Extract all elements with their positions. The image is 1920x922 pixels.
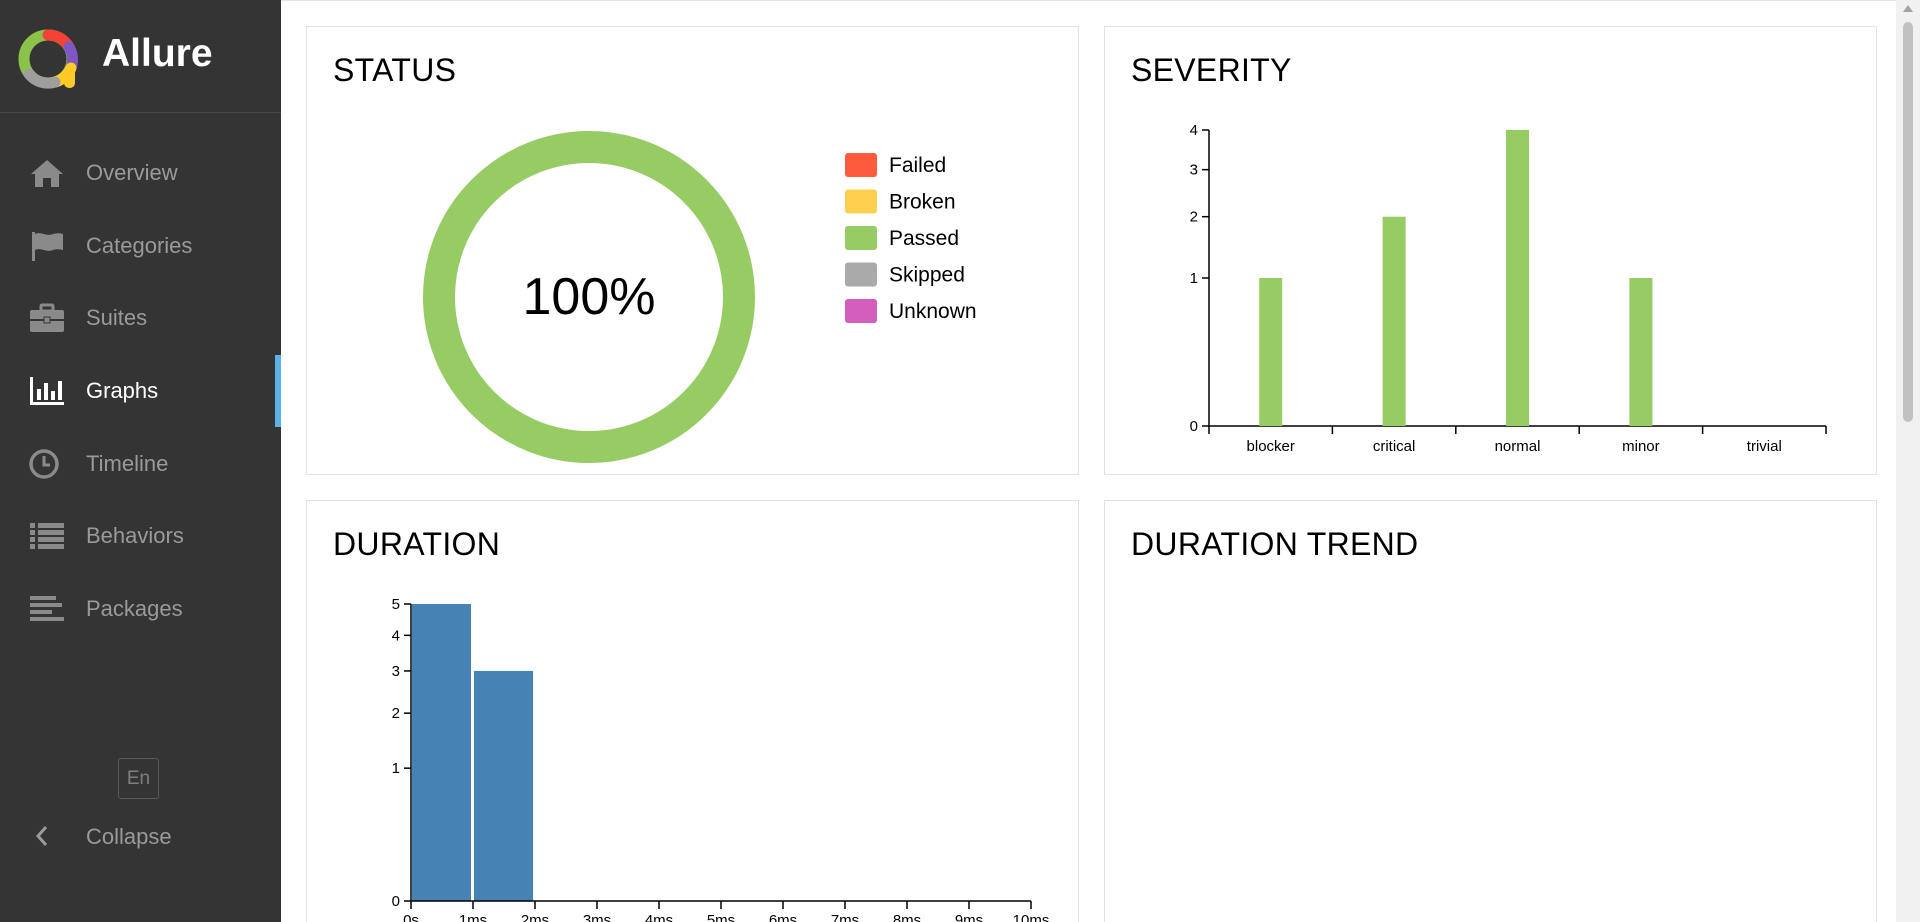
duration-y-tick-label: 5 (392, 596, 400, 613)
duration-bar-1ms (474, 670, 533, 901)
severity-y-tick-label: 0 (1190, 418, 1198, 435)
severity-x-tick-label: critical (1373, 438, 1416, 455)
severity-chart: 0 1 2 3 4 blocker critical normal minor trivial (1190, 122, 1827, 455)
sidebar-item-categories[interactable]: Categories (0, 210, 281, 283)
status-chart: 100% Failed Broken Passed Skipped Unknown (423, 131, 977, 463)
duration-y-tick-label: 1 (392, 760, 400, 777)
sidebar-item-timeline[interactable]: Timeline (0, 427, 281, 500)
flag-icon (32, 231, 63, 261)
status-title: STATUS (333, 52, 457, 88)
status-center-label: 100% (523, 268, 656, 326)
duration-bar-0s (412, 604, 471, 901)
duration-x-tick-label: 3ms (583, 912, 611, 922)
clock-icon (29, 448, 59, 479)
sidebar-item-label: Overview (86, 160, 178, 186)
sidebar-item-label: Suites (86, 305, 148, 331)
severity-x-tick-label: blocker (1247, 438, 1295, 455)
app-name: Allure (102, 32, 213, 75)
list-icon (30, 523, 64, 550)
legend-swatch (845, 226, 877, 250)
severity-bar-blocker (1259, 278, 1283, 426)
chevron-left-icon (35, 826, 48, 846)
severity-card: SEVERITY 0 1 2 3 4 blocker critical normal minor… (1104, 26, 1877, 475)
sidebar-item-label: Packages (86, 595, 183, 621)
scrollbar-thumb[interactable] (1903, 22, 1913, 422)
duration-x-tick-label: 8ms (893, 912, 921, 922)
severity-y-tick-label: 3 (1190, 162, 1198, 179)
severity-bar-normal (1506, 130, 1529, 426)
allure-logo-icon (18, 29, 78, 89)
legend-label: Failed (889, 154, 946, 177)
briefcase-icon (30, 303, 64, 333)
duration-x-tick-label: 5ms (707, 912, 735, 922)
severity-y-tick-label: 4 (1190, 122, 1198, 139)
sidebar-item-graphs[interactable]: Graphs (0, 354, 281, 428)
status-card: STATUS 100% Failed Broken Passed Skipped Unkn… (306, 26, 1079, 475)
duration-x-tick-label: 0s (403, 912, 419, 922)
collapse-label: Collapse (86, 824, 172, 849)
legend-swatch (845, 153, 877, 177)
duration-title: DURATION (333, 526, 501, 562)
legend-label: Unknown (889, 300, 977, 323)
duration-x-tick-label: 6ms (769, 912, 797, 922)
severity-y-tick-label: 2 (1190, 209, 1198, 226)
legend-label: Broken (889, 191, 956, 214)
bar-chart-icon (30, 377, 64, 406)
legend-item-broken[interactable]: Broken (845, 189, 956, 214)
duration-chart: 0 1 2 3 4 5 0s 1ms 2ms 3ms 4ms 5ms 6ms 7ms 8ms 9ms 10ms (392, 596, 1050, 922)
duration-y-tick-label: 0 (392, 893, 400, 910)
sidebar-item-behaviors[interactable]: Behaviors (0, 500, 281, 573)
sidebar-item-label: Categories (86, 232, 193, 258)
duration-card: DURATION 0 1 2 3 4 5 0s 1ms 2ms 3ms 4ms 5ms 6ms 7ms 8m… (306, 500, 1079, 922)
duration-trend-title: DURATION TREND (1131, 526, 1419, 562)
collapse-button[interactable]: Collapse (0, 816, 281, 856)
vertical-scrollbar[interactable] (1896, 0, 1920, 922)
duration-x-tick-label: 10ms (1013, 912, 1050, 922)
main-content: STATUS 100% Failed Broken Passed Skipped Unkn… (281, 0, 1896, 922)
align-left-icon (30, 595, 64, 621)
severity-x-tick-label: minor (1622, 438, 1660, 455)
legend-item-skipped[interactable]: Skipped (845, 262, 965, 287)
severity-x-tick-label: trivial (1747, 438, 1782, 455)
language-selector[interactable]: En (118, 758, 159, 799)
duration-x-tick-label: 7ms (831, 912, 859, 922)
legend-swatch (845, 262, 877, 287)
legend-label: Skipped (889, 264, 965, 287)
duration-x-tick-label: 2ms (521, 912, 549, 922)
sidebar-item-label: Behaviors (86, 523, 184, 549)
duration-x-tick-label: 4ms (645, 912, 673, 922)
sidebar: Allure Overview Categories Suites (0, 0, 281, 922)
sidebar-item-label: Graphs (86, 378, 159, 404)
legend-label: Passed (889, 227, 959, 250)
duration-x-tick-label: 9ms (955, 912, 983, 922)
scroll-up-arrow-icon[interactable] (1903, 5, 1913, 12)
severity-bar-critical (1382, 216, 1406, 426)
duration-y-tick-label: 2 (392, 705, 400, 722)
duration-y-tick-label: 3 (392, 663, 400, 680)
legend-item-unknown[interactable]: Unknown (845, 299, 977, 323)
sidebar-item-overview[interactable]: Overview (0, 137, 281, 210)
sidebar-item-label: Timeline (86, 450, 169, 476)
sidebar-item-suites[interactable]: Suites (0, 282, 281, 355)
brand[interactable]: Allure (0, 0, 281, 113)
duration-x-tick-label: 1ms (459, 912, 487, 922)
legend-item-passed[interactable]: Passed (845, 226, 959, 250)
sidebar-item-packages[interactable]: Packages (0, 573, 281, 646)
severity-x-tick-label: normal (1495, 438, 1541, 455)
status-slice-passed (423, 131, 755, 463)
duration-trend-card: DURATION TREND (1104, 500, 1877, 922)
duration-y-tick-label: 4 (392, 627, 400, 644)
sidebar-nav: Overview Categories Suites (0, 137, 281, 645)
legend-swatch (845, 299, 877, 323)
severity-bar-minor (1629, 278, 1653, 426)
home-icon (31, 160, 63, 188)
severity-title: SEVERITY (1131, 52, 1292, 88)
legend-item-failed[interactable]: Failed (845, 153, 946, 177)
legend-swatch (845, 189, 877, 214)
severity-y-tick-label: 1 (1190, 270, 1198, 287)
